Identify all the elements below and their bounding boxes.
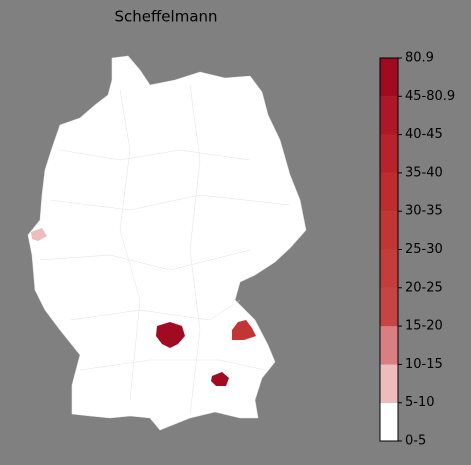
region-east-bavaria: [232, 320, 256, 340]
colorbar-segment: [380, 172, 398, 212]
colorbar-segment: [380, 211, 398, 250]
colorbar-segment: [380, 58, 398, 97]
district-lines: [39, 84, 291, 416]
colorbar-tick-label: 10-15: [405, 357, 443, 372]
germany-map: [27, 55, 307, 431]
colorbar-segment: [380, 364, 398, 403]
colorbar-tick-label: 25-30: [405, 242, 443, 257]
colorbar-tick-label: 20-25: [405, 280, 443, 295]
colorbar-tick-label: 40-45: [405, 127, 443, 142]
region-upper-bavaria: [211, 372, 229, 386]
colorbar-tick-label: 30-35: [405, 204, 443, 219]
colorbar-tick-label: 45-80.9: [405, 89, 455, 104]
colorbar-segment: [380, 96, 398, 135]
region-central-bavaria: [156, 322, 185, 348]
colorbar-segment: [380, 402, 398, 441]
colorbar-tick-label: 15-20: [405, 319, 443, 334]
colorbar-tick-label: 5-10: [405, 395, 435, 410]
colorbar-segment: [380, 134, 398, 173]
colorbar-segment: [380, 326, 398, 365]
colorbar: 0-5 5-10 10-15 15-20 20-25 25-30 30-35 35-40 40-…: [379, 51, 455, 449]
colorbar-segment: [380, 287, 398, 327]
colorbar-segment: [380, 249, 398, 288]
colorbar-tick-label: 80.9: [405, 51, 434, 66]
region-aachen: [31, 228, 47, 241]
map-title: Scheffelmann: [114, 8, 217, 26]
colorbar-tick-label: 0-5: [405, 434, 426, 449]
colorbar-tick-label: 35-40: [405, 165, 443, 180]
